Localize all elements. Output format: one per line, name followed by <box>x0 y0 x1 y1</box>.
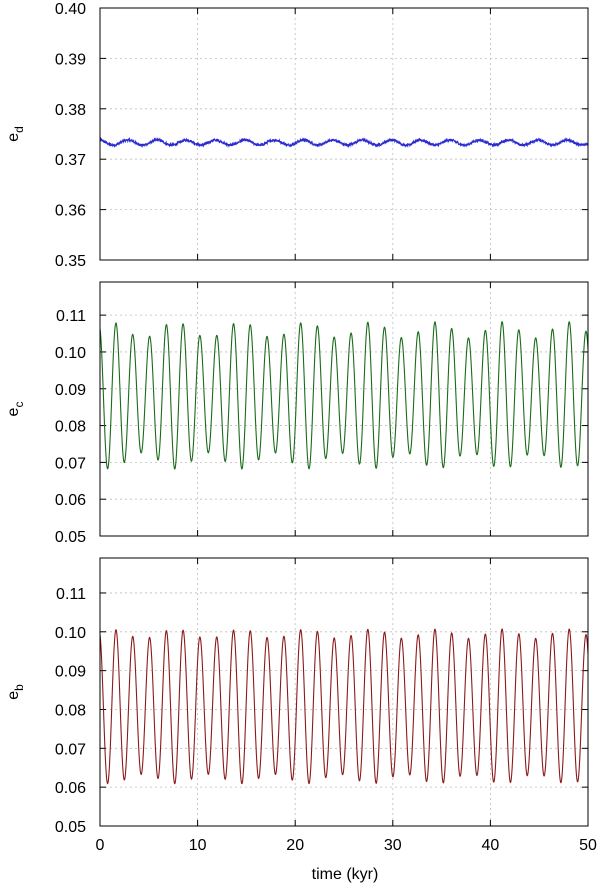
series-line-d <box>99 137 589 149</box>
y-tick-label: 0.39 <box>55 51 86 68</box>
y-tick-label: 0.11 <box>56 308 86 325</box>
y-tick-label: 0.08 <box>55 419 86 436</box>
y-tick-label: 0.36 <box>55 203 86 220</box>
y-tick-label: 0.08 <box>55 702 86 719</box>
y-tick-label: 0.07 <box>55 455 86 472</box>
y-axis-label: eb <box>5 684 26 700</box>
y-axis-label-subscript: d <box>12 126 26 133</box>
y-axis-label-subscript: c <box>12 402 26 408</box>
y-tick-label: 0.10 <box>55 625 86 642</box>
y-axis-label-main: e <box>5 133 22 142</box>
y-axis-label: ed <box>5 126 26 142</box>
y-tick-label: 0.10 <box>55 345 86 362</box>
y-tick-label: 0.09 <box>55 382 86 399</box>
y-tick-label: 0.06 <box>55 780 86 797</box>
y-axis-label-main: e <box>5 691 22 700</box>
x-axis-label: time (kyr) <box>312 866 379 883</box>
y-tick-label: 0.37 <box>55 152 86 169</box>
panels: 0.350.360.370.380.390.40ed0.050.060.070.… <box>5 1 597 854</box>
y-axis-label-subscript: b <box>12 684 26 691</box>
y-tick-label: 0.35 <box>55 253 86 270</box>
y-axis-label: ec <box>5 402 26 417</box>
y-tick-label: 0.05 <box>55 529 86 546</box>
plot-frame <box>99 7 589 261</box>
panel-e-d: 0.35 0.36 0.37 0.38 0.39 0.40 ed <box>5 1 589 270</box>
series-line-c <box>99 320 589 470</box>
x-tick-label: 10 <box>189 837 207 854</box>
plot-frame <box>99 557 589 827</box>
x-tick-label: 30 <box>384 837 402 854</box>
panel-e-b: 0 10 20 30 40 50 0.05 0.06 0.07 0.08 0.09 0.10 0.11 e… <box>5 557 597 854</box>
plot-frame <box>99 281 589 537</box>
x-tick-label: 50 <box>579 837 597 854</box>
y-tick-label: 0.07 <box>55 741 86 758</box>
y-tick-label: 0.40 <box>55 1 86 18</box>
y-tick-label: 0.09 <box>55 664 86 681</box>
x-tick-label: 20 <box>286 837 304 854</box>
x-tick-label: 0 <box>96 837 105 854</box>
y-tick-label: 0.11 <box>56 586 86 603</box>
y-axis-label-main: e <box>5 407 22 416</box>
y-tick-label: 0.06 <box>55 492 86 509</box>
panel-e-c: 0.05 0.06 0.07 0.08 0.09 0.10 0.11 ec <box>5 281 589 546</box>
y-tick-label: 0.38 <box>55 102 86 119</box>
series-line-b <box>99 628 589 785</box>
x-tick-label: 40 <box>482 837 500 854</box>
y-tick-label: 0.05 <box>55 819 86 836</box>
